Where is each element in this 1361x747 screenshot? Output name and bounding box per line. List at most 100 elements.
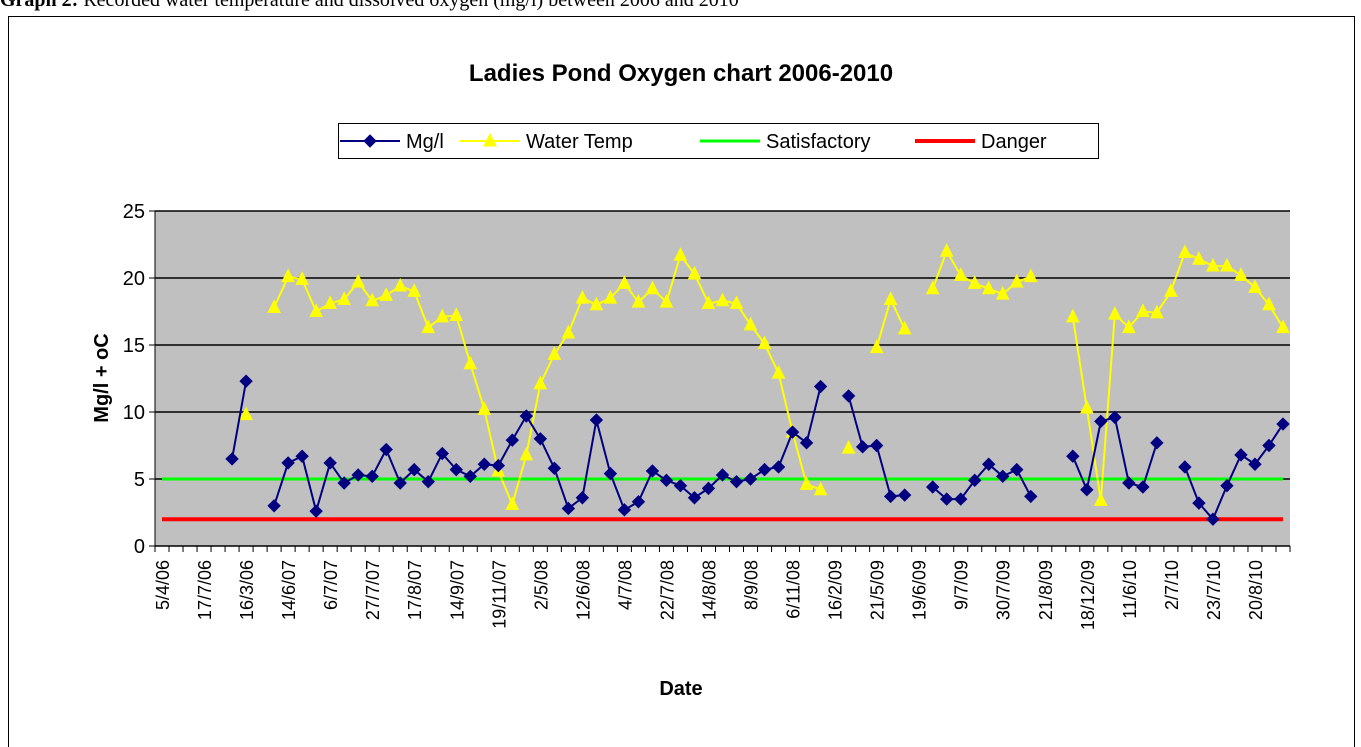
x-tick-label: 9/7/09 <box>952 560 972 610</box>
data-point <box>365 292 380 307</box>
data-point <box>757 335 772 350</box>
x-tick-label: 27/7/07 <box>363 560 383 620</box>
data-point <box>968 473 982 488</box>
data-point <box>1010 462 1024 477</box>
x-tick-label: 14/6/07 <box>279 560 299 620</box>
legend-label: Mg/l <box>406 131 444 153</box>
data-point <box>841 389 856 403</box>
data-point <box>477 401 492 415</box>
data-point <box>897 488 912 502</box>
data-point <box>519 409 534 423</box>
data-point <box>589 296 604 311</box>
data-point <box>603 289 618 304</box>
x-tick-label: 21/8/09 <box>1036 560 1056 620</box>
legend-label: Water Temp <box>526 131 633 153</box>
x-axis-label: Date <box>659 678 702 700</box>
data-point <box>519 446 534 461</box>
data-point <box>1136 480 1150 494</box>
legend-label: Satisfactory <box>766 131 870 153</box>
data-point <box>995 285 1010 300</box>
data-point <box>925 480 940 494</box>
y-tick-label: 10 <box>123 402 145 424</box>
data-point <box>1023 268 1038 283</box>
data-point <box>1234 448 1248 462</box>
x-tick-label: 22/7/08 <box>657 560 677 620</box>
data-point <box>673 478 688 493</box>
data-point <box>295 271 309 285</box>
y-tick-label: 25 <box>123 201 145 223</box>
x-tick-label: 19/6/09 <box>910 560 930 620</box>
data-point <box>729 474 744 489</box>
y-tick-label: 0 <box>134 536 145 558</box>
data-point <box>533 375 548 390</box>
data-point <box>561 324 576 339</box>
data-point <box>981 280 996 295</box>
data-point <box>449 307 464 322</box>
data-point <box>1248 457 1262 471</box>
data-point <box>505 433 520 447</box>
x-tick-label: 2/5/08 <box>531 560 551 610</box>
data-point <box>309 303 323 317</box>
data-point <box>967 275 982 289</box>
data-point <box>687 265 702 280</box>
data-point <box>939 492 954 506</box>
data-point <box>1206 512 1220 526</box>
x-tick-label: 4/7/08 <box>615 560 635 610</box>
legend-label: Danger <box>981 131 1047 153</box>
data-point <box>379 287 394 301</box>
data-point <box>841 440 856 454</box>
data-point <box>631 294 646 308</box>
data-point <box>1080 483 1094 497</box>
data-point <box>351 273 365 288</box>
data-point <box>393 277 408 292</box>
plot-area <box>155 211 1290 546</box>
data-point <box>701 295 716 309</box>
data-point <box>295 449 309 463</box>
data-point <box>379 442 393 457</box>
data-point <box>743 316 758 331</box>
data-point <box>1178 460 1192 474</box>
data-point <box>309 504 323 518</box>
data-point <box>687 491 702 505</box>
data-point <box>1136 303 1150 317</box>
data-point <box>1192 251 1206 265</box>
data-point <box>435 446 449 461</box>
data-point <box>477 457 491 471</box>
data-point <box>267 299 281 313</box>
data-point <box>1248 279 1262 293</box>
data-point <box>1108 410 1122 425</box>
data-point <box>575 491 590 505</box>
data-point <box>1262 438 1276 453</box>
data-point <box>954 492 968 506</box>
data-point <box>715 292 730 307</box>
data-point <box>1178 244 1192 259</box>
data-point <box>799 436 814 450</box>
data-point <box>729 295 744 309</box>
data-point <box>645 464 660 478</box>
data-point <box>855 440 870 454</box>
data-point <box>869 438 884 453</box>
data-point <box>239 374 253 388</box>
data-point <box>323 295 337 309</box>
x-tick-label: 8/9/08 <box>742 560 762 610</box>
data-point <box>673 247 688 261</box>
data-point <box>1234 267 1248 281</box>
x-tick-label: 20/8/10 <box>1246 560 1266 620</box>
data-point <box>407 462 421 477</box>
data-point <box>897 320 912 335</box>
data-point <box>337 291 351 305</box>
y-tick-label: 5 <box>134 469 145 491</box>
x-tick-label: 6/11/08 <box>784 560 804 619</box>
data-point <box>1066 449 1080 463</box>
data-point <box>463 355 478 370</box>
x-tick-label: 23/7/10 <box>1204 560 1224 620</box>
data-point <box>491 458 506 473</box>
x-tick-label: 17/8/07 <box>405 560 425 620</box>
data-point <box>1262 296 1276 311</box>
data-point <box>869 339 884 354</box>
data-point <box>1150 436 1164 450</box>
x-tick-label: 12/6/08 <box>573 560 593 620</box>
x-tick-label: 2/7/10 <box>1162 560 1182 610</box>
x-tick-label: 14/8/08 <box>699 560 719 620</box>
data-point <box>407 283 422 297</box>
